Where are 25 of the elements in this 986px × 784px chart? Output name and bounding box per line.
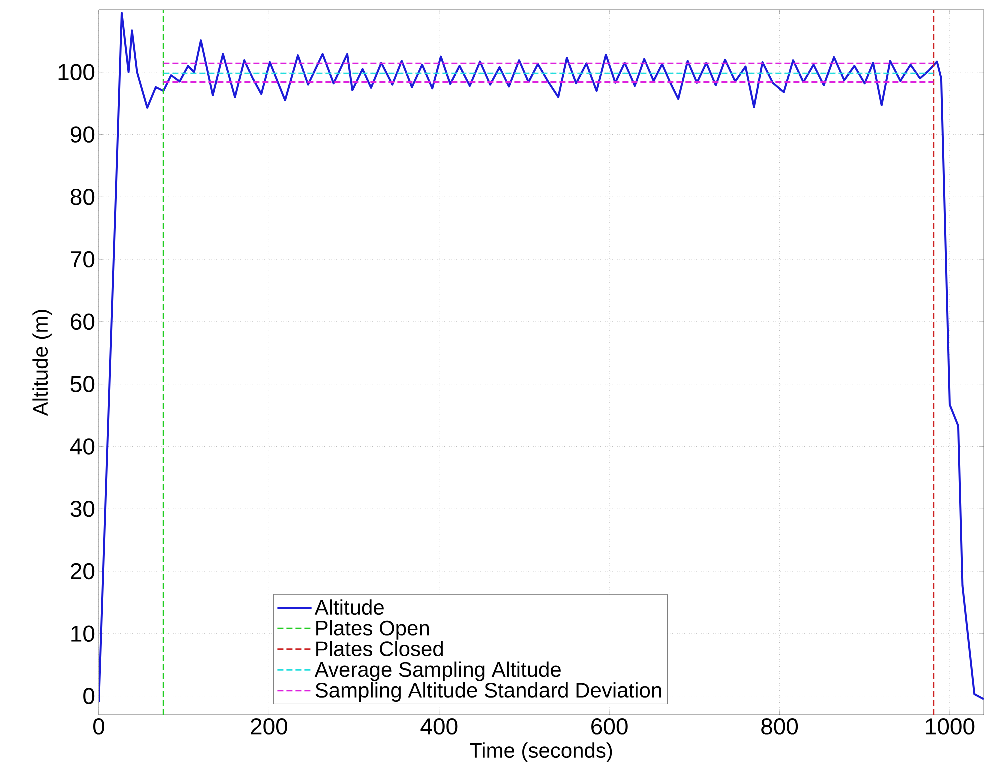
y-tick-label: 10 [72,626,95,642]
x-tick-label: 1000 [926,718,975,735]
legend-label: Plates Closed [316,641,444,656]
legend-label: Altitude [314,600,384,616]
x-tick-label: 800 [762,718,798,735]
y-tick-label: 30 [70,500,95,518]
legend-label: Sampling Altitude Standard Deviation [316,682,662,702]
y-tick-label: 60 [71,314,95,330]
y-tick-label: 0 [84,688,95,704]
y-tick-label: 100 [58,64,95,81]
y-tick-label: 20 [71,563,95,580]
x-tick-label: 0 [94,718,105,735]
x-tick-label: 200 [251,718,288,735]
y-tick-label: 90 [70,126,95,143]
x-tick-label: 600 [592,718,628,735]
legend-label: Average Sampling Altitude [314,662,561,682]
x-axis-title: Time (seconds) [470,742,612,762]
y-tick-label: 50 [70,376,95,392]
y-tick-label: 70 [71,251,95,268]
y-tick-label: 40 [70,438,95,455]
legend-label: Plates Open [316,620,430,640]
x-tick-label: 400 [420,718,458,735]
y-axis-title: Altitude (m) [32,310,52,416]
y-tick-label: 80 [70,189,95,206]
line-series [99,12,984,704]
